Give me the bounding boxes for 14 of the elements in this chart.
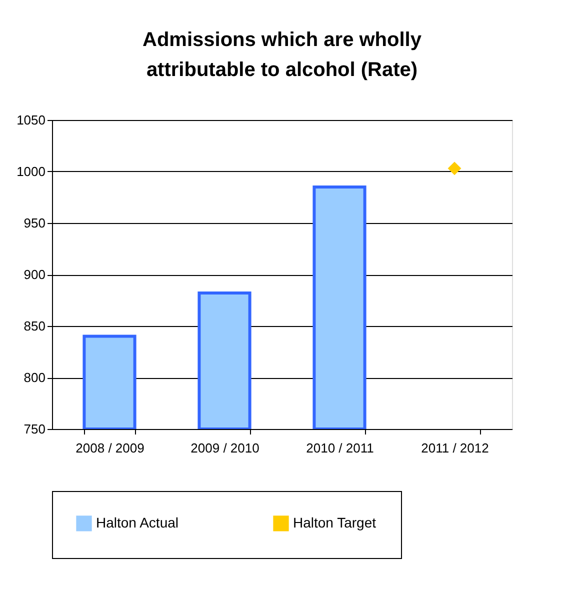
y-tick-label: 750: [24, 422, 46, 436]
y-tick-label: 850: [24, 318, 46, 334]
x-tick-label: 2009 / 2010: [190, 440, 260, 456]
chart-title: Admissions which are wholly attributable to alcohol (Rate): [142, 29, 422, 81]
legend-label: Halton Actual: [96, 514, 178, 530]
y-tick-label: 1050: [16, 112, 46, 128]
y-tick-label: 900: [24, 267, 46, 282]
x-tick-label: 2010 / 2011: [306, 440, 374, 456]
y-tick-label: 800: [24, 370, 46, 385]
y-tick-label: 1000: [16, 164, 46, 179]
y-tick-label: 950: [24, 216, 46, 230]
x-tick-label: 2011 / 2012: [421, 440, 489, 456]
x-tick-label: 2008 / 2009: [76, 440, 144, 456]
legend-label: Halton Target: [293, 514, 376, 530]
